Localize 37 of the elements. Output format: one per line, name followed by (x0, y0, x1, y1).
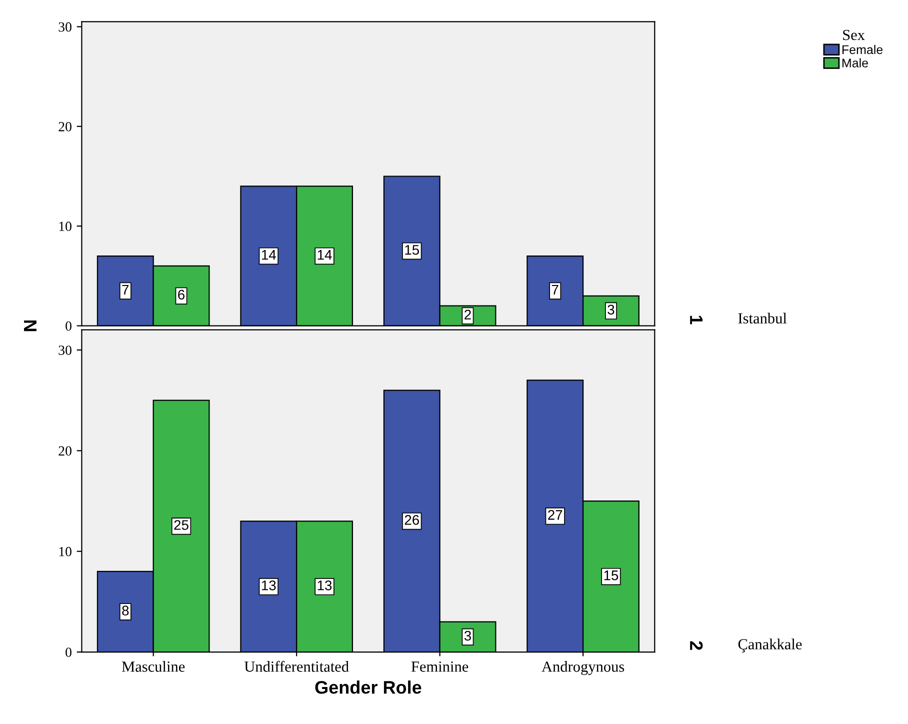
data-label: 3 (608, 304, 614, 315)
data-label: 13 (318, 580, 332, 590)
data-label: 13 (262, 580, 276, 590)
data-label: 26 (404, 515, 419, 525)
y-tick-label: 30 (58, 22, 72, 32)
data-label: 8 (122, 606, 129, 616)
y-tick-label: 30 (58, 346, 72, 355)
text: Çanakkale (738, 638, 802, 653)
text: 1 (690, 316, 703, 324)
data-label: 7 (122, 284, 129, 294)
data-label: 6 (178, 290, 185, 300)
y-tick-label: 0 (66, 321, 72, 331)
x-tick-label: Masculine (122, 661, 185, 672)
legend-label: Male (842, 58, 868, 68)
legend-title: Sex (843, 30, 865, 40)
legend-label: Female (842, 44, 883, 54)
text: Istanbul (738, 312, 787, 324)
data-label: 3 (464, 630, 471, 641)
data-label: 25 (174, 520, 188, 530)
data-label: 15 (604, 570, 618, 580)
data-label: 2 (464, 310, 471, 320)
y-tick-label: 20 (58, 122, 72, 132)
y-axis-title: N (24, 320, 36, 332)
data-label: 14 (262, 250, 276, 260)
data-label: 27 (548, 510, 562, 520)
data-label: 7 (552, 284, 558, 294)
y-tick-label: 20 (58, 446, 72, 456)
data-label: 15 (405, 245, 420, 255)
x-axis-title: Gender Role (315, 680, 422, 694)
text: 2 (690, 641, 703, 650)
x-tick-label: Feminine (411, 662, 468, 672)
x-tick-label: Undifferentitated (244, 660, 349, 672)
y-tick-label: 0 (66, 648, 72, 657)
x-tick-label: Androgynous (542, 661, 624, 675)
y-tick-label: 10 (59, 222, 72, 232)
y-tick-label: 10 (59, 546, 72, 556)
data-label: 14 (318, 250, 332, 260)
